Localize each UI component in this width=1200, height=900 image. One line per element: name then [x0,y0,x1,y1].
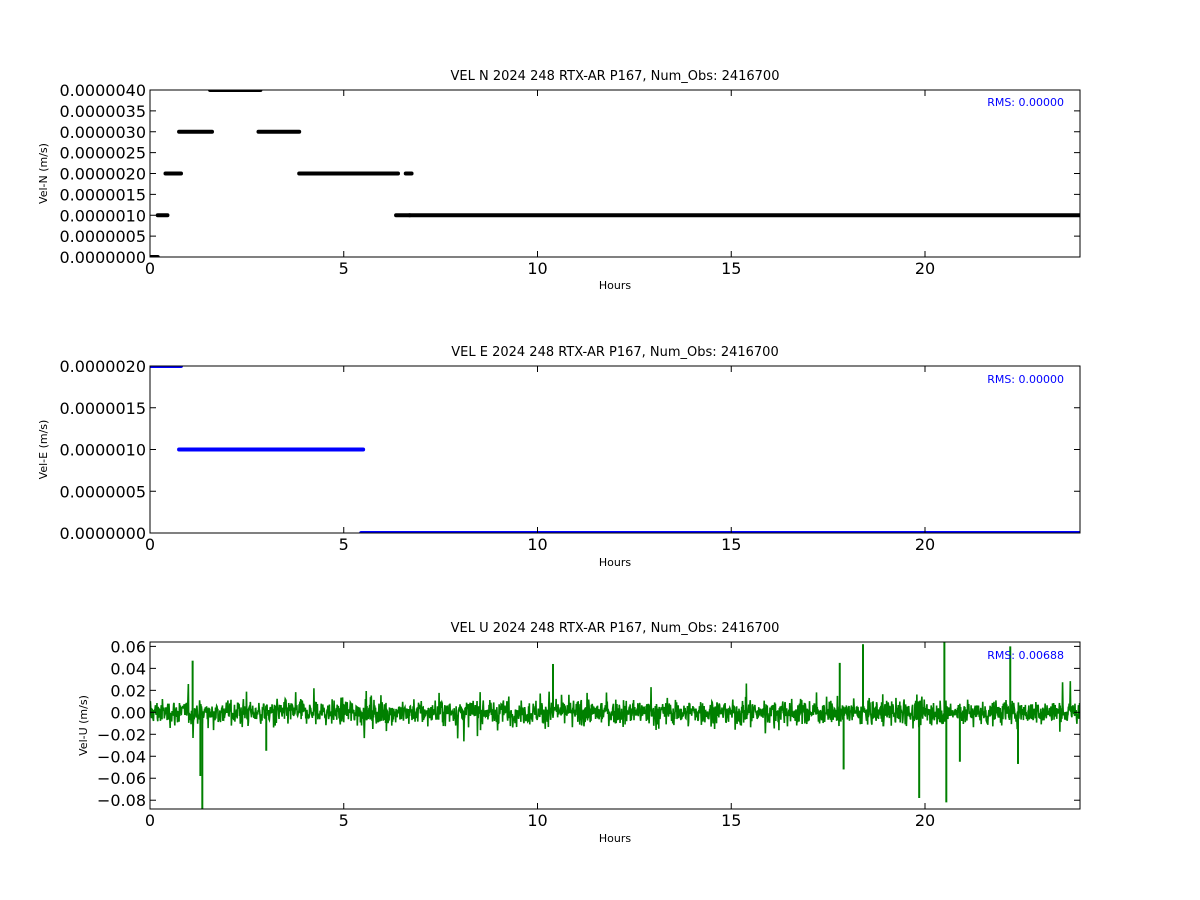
vel-u-x-tick-label-3: 15 [721,811,741,830]
vel-u-y-tick-label-2: −0.04 [97,747,146,766]
vel-n-y-tick-label-4: 0.0000020 [59,165,146,184]
vel-u-rms-label: RMS: 0.00688 [987,649,1064,662]
vel-u-series [150,642,1080,809]
vel-n-marks [150,90,1080,257]
vel-n-y-label: Vel-N (m/s) [37,143,50,204]
vel-u-title: VEL U 2024 248 RTX-AR P167, Num_Obs: 241… [451,621,780,636]
vel-e-y-tick-label-4: 0.0000020 [59,357,146,376]
vel-u-y-tick-label-0: −0.08 [97,791,146,810]
vel-u-y-tick-label-4: 0.00 [110,703,146,722]
vel-n-y-tick-label-5: 0.0000025 [59,144,146,163]
vel-u-x-tick-label-2: 10 [527,811,547,830]
vel-u-x-tick-label-0: 0 [145,811,155,830]
vel-n-title: VEL N 2024 248 RTX-AR P167, Num_Obs: 241… [451,69,780,84]
vel-u-y-tick-label-3: −0.02 [97,725,146,744]
vel-u-x-label: Hours [599,832,631,845]
vel-e-x-label: Hours [599,556,631,569]
vel-n-x-tick-label-4: 20 [915,259,935,278]
vel-u-plot-frame [149,641,1081,810]
vel-n-x-tick-label-0: 0 [145,259,155,278]
vel-e-panel: VEL E 2024 248 RTX-AR P167, Num_Obs: 241… [37,345,1081,569]
vel-n-x-tick-label-2: 10 [527,259,547,278]
vel-u-y-tick-label-1: −0.06 [97,769,146,788]
vel-e-x-tick-label-4: 20 [915,535,935,554]
vel-e-y-tick-label-3: 0.0000015 [59,399,146,418]
vel-n-x-tick-label-1: 5 [339,259,349,278]
vel-e-rms-label: RMS: 0.00000 [987,373,1064,386]
vel-n-y-tick-label-8: 0.0000040 [59,81,146,100]
vel-e-y-tick-label-0: 0.0000000 [59,524,146,543]
vel-n-y-tick-label-0: 0.0000000 [59,248,146,267]
vel-u-y-tick-label-7: 0.06 [110,637,146,656]
vel-e-x-tick-label-0: 0 [145,535,155,554]
vel-e-series [150,366,1080,533]
vel-n-y-tick-label-2: 0.0000010 [59,206,146,225]
vel-n-y-tick-label-6: 0.0000030 [59,123,146,142]
vel-u-y-tick-label-5: 0.02 [110,681,146,700]
vel-e-x-ticks: 0 5 10 15 20 [145,366,935,554]
vel-n-x-tick-label-3: 15 [721,259,741,278]
vel-n-y-tick-label-3: 0.0000015 [59,185,146,204]
vel-e-marks [150,366,1080,533]
vel-n-x-ticks: 0 5 10 15 20 [145,90,935,278]
vel-e-y-tick-label-2: 0.0000010 [59,441,146,460]
vel-u-panel: VEL U 2024 248 RTX-AR P167, Num_Obs: 241… [77,621,1081,845]
vel-e-x-tick-label-3: 15 [721,535,741,554]
vel-e-x-tick-label-2: 10 [527,535,547,554]
vel-n-x-label: Hours [599,279,631,292]
vel-u-noise-line [150,681,1080,742]
vel-u-x-ticks: 0 5 10 15 20 [145,642,935,830]
vel-n-y-ticks: 0.00000000.00000050.00000100.00000150.00… [59,81,1080,267]
vel-n-panel: VEL N 2024 248 RTX-AR P167, Num_Obs: 241… [37,69,1081,292]
vel-n-rms-label: RMS: 0.00000 [987,96,1064,109]
vel-e-y-ticks: 0.0000000 0.0000005 0.0000010 0.0000015 0.00… [59,357,1080,543]
vel-n-series [150,90,1080,257]
vel-u-x-tick-label-1: 5 [339,811,349,830]
vel-e-title: VEL E 2024 248 RTX-AR P167, Num_Obs: 241… [451,345,778,360]
vel-n-y-tick-label-7: 0.0000035 [59,102,146,121]
vel-u-y-ticks: −0.08 −0.06 −0.04 −0.02 0.00 0.02 0.04 0.06 [97,637,1080,810]
vel-u-x-tick-label-4: 20 [915,811,935,830]
vel-u-y-label: Vel-U (m/s) [77,695,90,756]
vel-u-marks [150,642,1080,809]
vel-e-y-tick-label-1: 0.0000005 [59,482,146,501]
vel-e-x-tick-label-1: 5 [339,535,349,554]
vel-u-y-tick-label-6: 0.04 [110,659,146,678]
vel-e-y-label: Vel-E (m/s) [37,420,50,480]
vel-n-y-tick-label-1: 0.0000005 [59,227,146,246]
